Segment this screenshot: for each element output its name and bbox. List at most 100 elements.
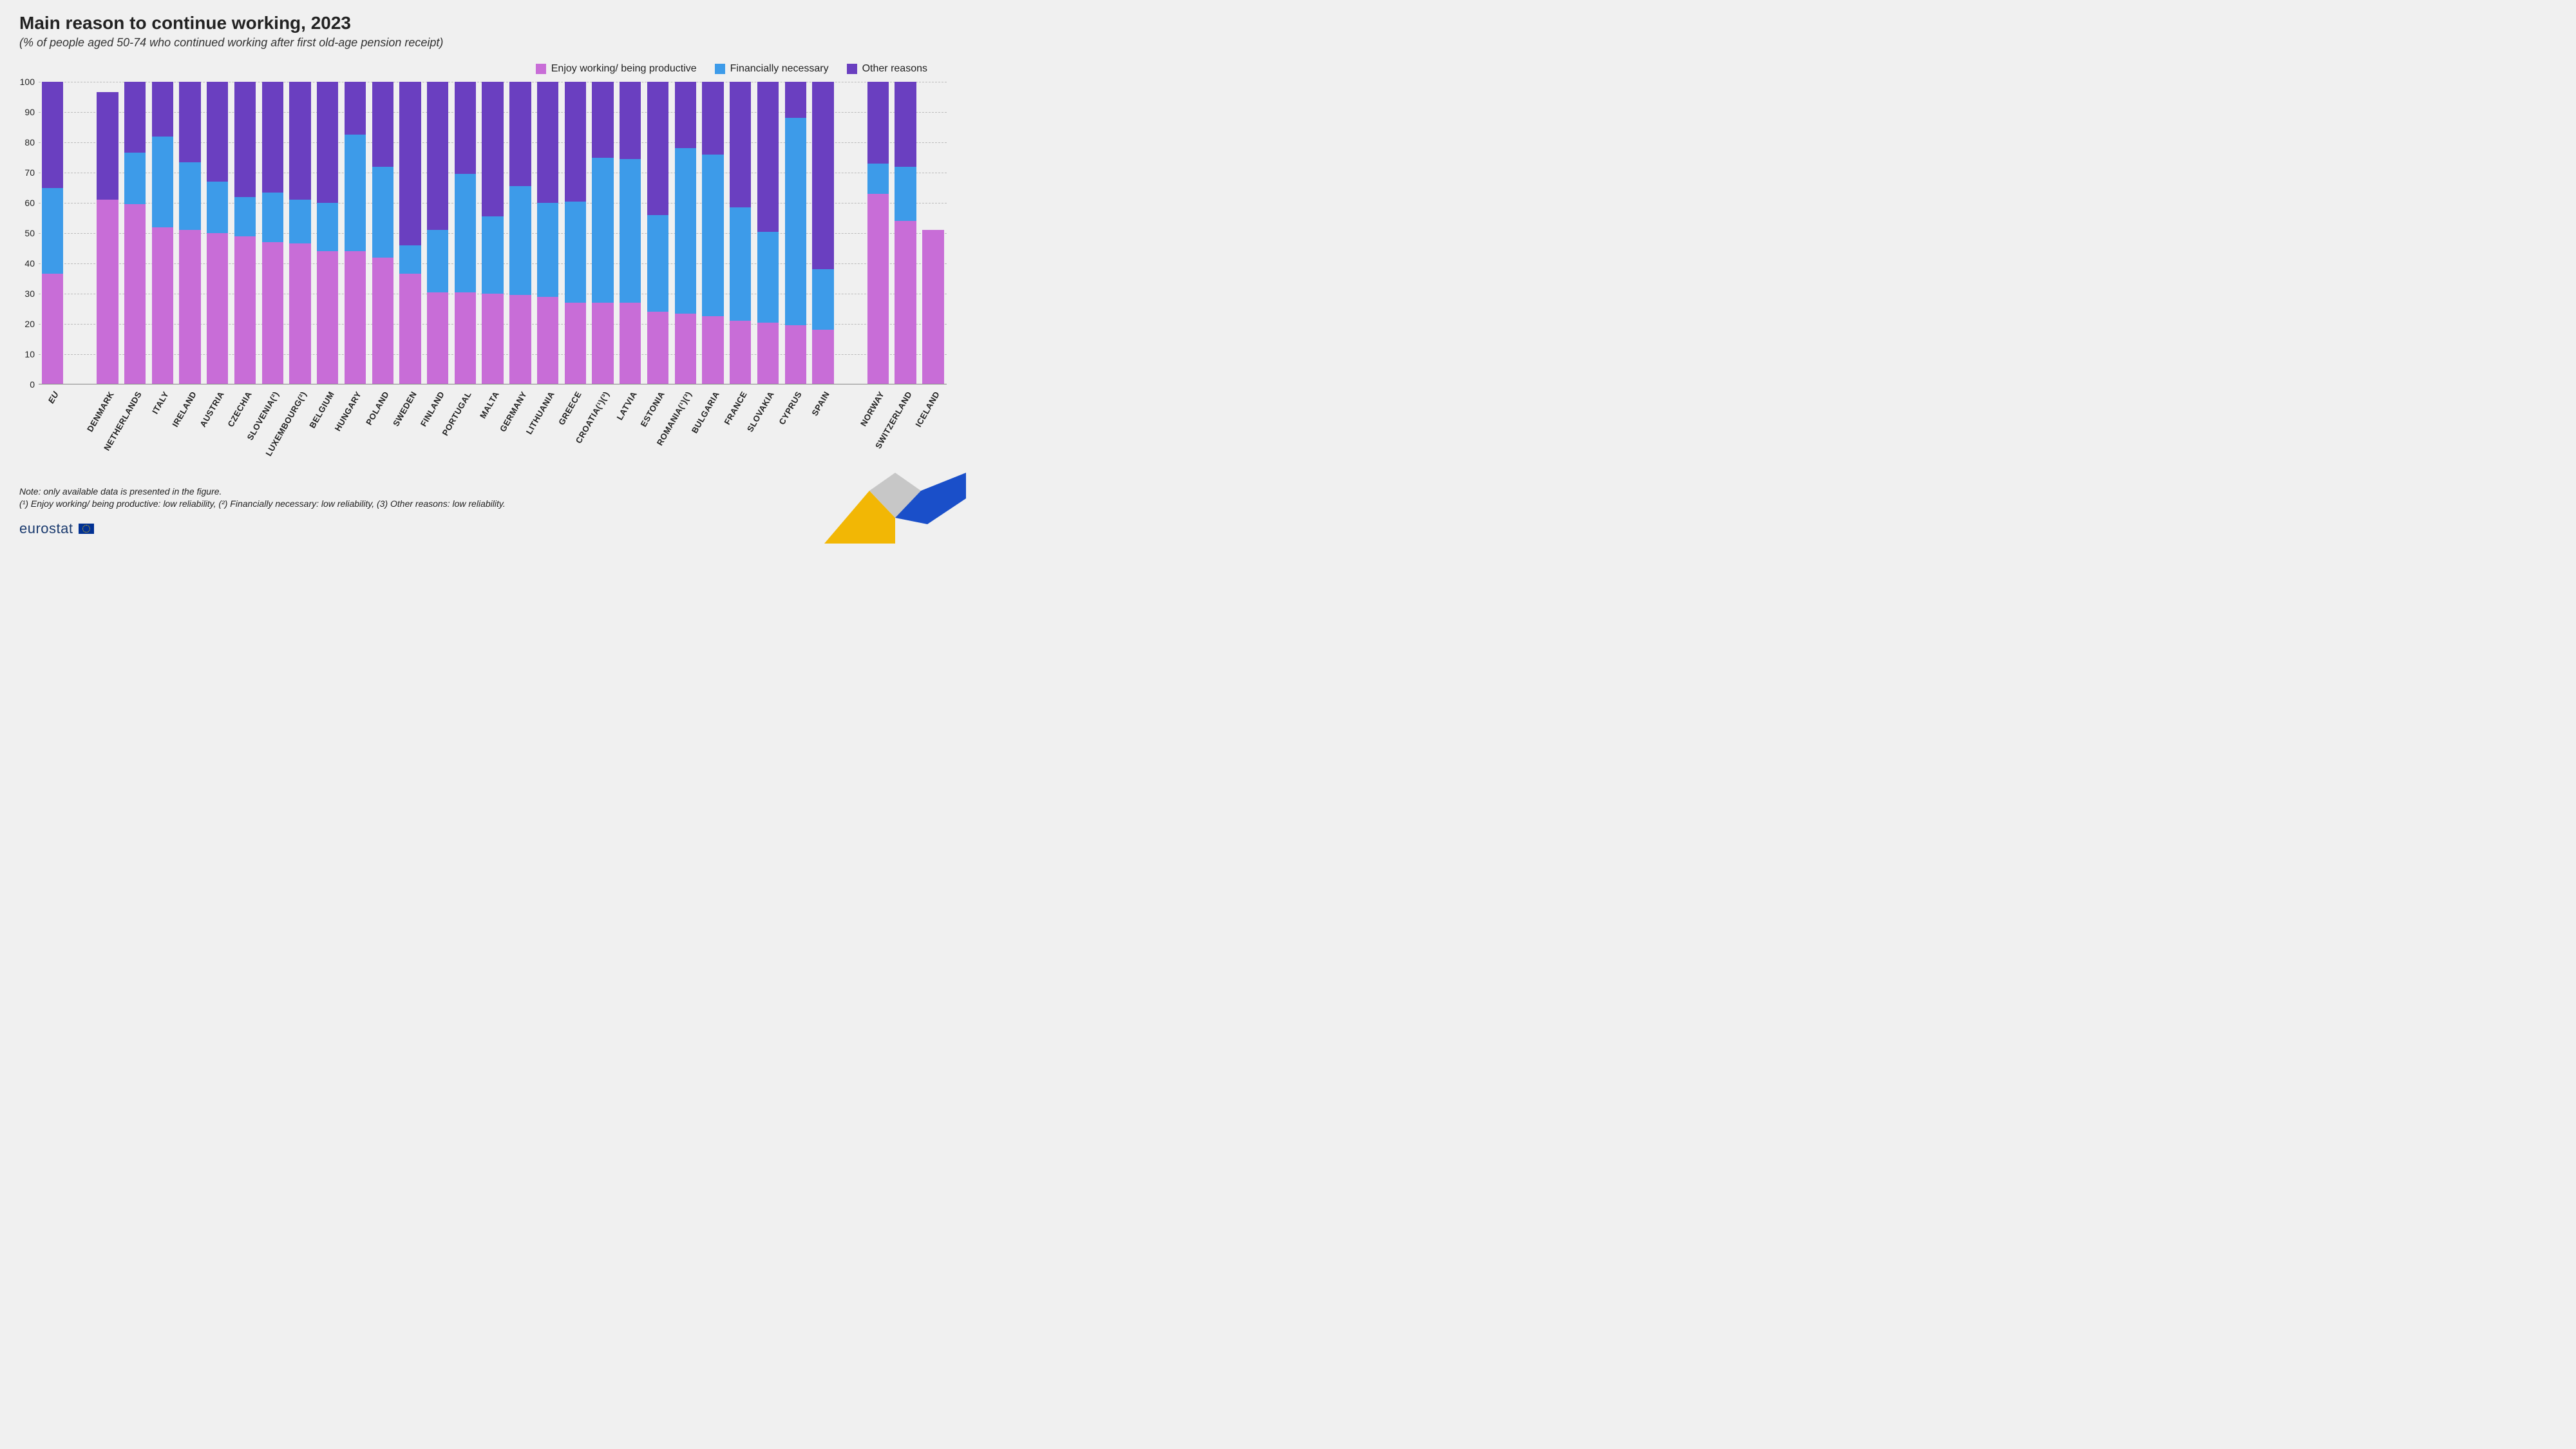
eu-flag-icon	[79, 524, 94, 534]
y-tick-label: 60	[24, 198, 35, 208]
stacked-bar	[207, 82, 228, 384]
stacked-bar	[620, 82, 641, 384]
bar-segment-enjoy	[234, 236, 256, 384]
stacked-bar	[97, 92, 118, 384]
bar-segment-other	[372, 82, 393, 167]
stacked-bar	[565, 82, 586, 384]
bar-segment-enjoy	[262, 242, 283, 384]
x-axis-labels: EUDENMARKNETHERLANDSITALYIRELANDAUSTRIAC…	[39, 390, 947, 467]
x-label-col: EU	[39, 390, 66, 467]
bar-column	[589, 82, 617, 384]
bar-segment-enjoy	[399, 274, 421, 384]
bar-column	[93, 82, 121, 384]
group-spacer	[837, 82, 864, 384]
group-spacer	[837, 390, 864, 467]
x-label-col: ITALY	[149, 390, 176, 467]
y-tick-label: 80	[24, 137, 35, 147]
bar-column	[369, 82, 397, 384]
stacked-bar	[867, 82, 889, 384]
corner-chevron-icon	[818, 473, 966, 544]
stacked-bar	[730, 82, 751, 384]
page-title: Main reason to continue working, 2023	[19, 13, 947, 33]
bar-segment-other	[592, 82, 613, 158]
x-tick-label: ITALY	[150, 390, 171, 415]
bar-column	[397, 82, 424, 384]
x-label-col: AUSTRIA	[204, 390, 231, 467]
bar-segment-financial	[647, 215, 668, 312]
bar-segment-enjoy	[179, 230, 200, 384]
bar-segment-other	[757, 82, 779, 232]
legend-item: Other reasons	[847, 63, 927, 75]
bar-column	[231, 82, 259, 384]
stacked-bar	[509, 82, 531, 384]
x-label-col: ICELAND	[920, 390, 947, 467]
bar-segment-other	[42, 82, 63, 188]
bar-column	[259, 82, 287, 384]
legend-label: Enjoy working/ being productive	[551, 63, 697, 75]
stacked-bar	[289, 82, 310, 384]
bar-segment-enjoy	[345, 251, 366, 384]
bar-column	[754, 82, 782, 384]
bar-segment-enjoy	[592, 303, 613, 384]
x-label-col: PORTUGAL	[451, 390, 479, 467]
bar-segment-financial	[620, 159, 641, 303]
bar-column	[424, 82, 451, 384]
footnote-line: (¹) Enjoy working/ being productive: low…	[19, 498, 506, 510]
chart-area: 0102030405060708090100	[39, 82, 947, 384]
x-tick-label: MALTA	[478, 390, 501, 420]
stacked-bar	[702, 82, 723, 384]
footnotes: Note: only available data is presented i…	[19, 486, 506, 510]
bar-segment-financial	[207, 182, 228, 233]
bar-column	[341, 82, 369, 384]
bar-segment-other	[812, 82, 833, 269]
x-label-col: BULGARIA	[699, 390, 727, 467]
x-label-col: POLAND	[369, 390, 397, 467]
bar-segment-financial	[867, 164, 889, 194]
bar-column	[672, 82, 699, 384]
legend-swatch	[536, 64, 546, 74]
bar-column	[479, 82, 507, 384]
bar-segment-enjoy	[317, 251, 338, 384]
stacked-bar	[372, 82, 393, 384]
bar-segment-other	[234, 82, 256, 197]
stacked-bar	[922, 230, 943, 384]
bar-segment-other	[620, 82, 641, 159]
bar-segment-other	[730, 82, 751, 207]
bar-segment-other	[427, 82, 448, 230]
bar-segment-financial	[482, 216, 503, 294]
bar-segment-financial	[730, 207, 751, 321]
bar-segment-financial	[812, 269, 833, 330]
bar-segment-enjoy	[730, 321, 751, 384]
x-label-col: CYPRUS	[782, 390, 810, 467]
bar-segment-enjoy	[42, 274, 63, 384]
legend-swatch	[847, 64, 857, 74]
bar-segment-financial	[592, 158, 613, 303]
stacked-bar	[592, 82, 613, 384]
legend: Enjoy working/ being productive Financial…	[536, 63, 927, 75]
bar-segment-enjoy	[565, 303, 586, 384]
stacked-bar	[42, 82, 63, 384]
stacked-bar	[317, 82, 338, 384]
legend-label: Financially necessary	[730, 63, 829, 75]
bar-column	[644, 82, 672, 384]
stacked-bar	[345, 82, 366, 384]
bar-segment-financial	[345, 135, 366, 251]
bar-segment-enjoy	[152, 227, 173, 384]
bar-segment-enjoy	[757, 323, 779, 384]
bar-segment-financial	[509, 186, 531, 295]
y-tick-label: 0	[30, 379, 35, 390]
bar-segment-other	[97, 92, 118, 200]
bar-segment-enjoy	[482, 294, 503, 384]
bar-column	[782, 82, 810, 384]
bar-column	[451, 82, 479, 384]
bars-area	[39, 82, 947, 384]
x-tick-label: EU	[46, 390, 61, 405]
bar-column	[726, 82, 754, 384]
bar-segment-other	[867, 82, 889, 164]
bar-segment-financial	[702, 155, 723, 316]
y-tick-label: 20	[24, 319, 35, 329]
stacked-bar	[455, 82, 476, 384]
stacked-bar	[537, 82, 558, 384]
bar-segment-enjoy	[509, 295, 531, 384]
bar-column	[149, 82, 176, 384]
